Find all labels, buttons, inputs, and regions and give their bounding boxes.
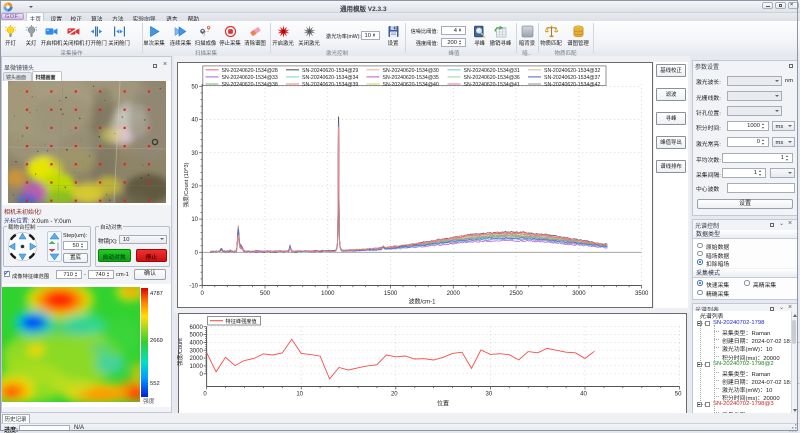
svg-text:SN-20240620-1534@38: SN-20240620-1534@38 — [222, 82, 278, 88]
svg-text:SN-20240620-1534@36: SN-20240620-1534@36 — [464, 75, 520, 81]
svg-text:40: 40 — [580, 392, 587, 398]
svg-text:500: 500 — [260, 291, 271, 297]
svg-text:1500: 1500 — [384, 291, 398, 297]
svg-text:50: 50 — [191, 84, 198, 90]
svg-text:SN-20240620-1534@28: SN-20240620-1534@28 — [222, 68, 278, 74]
svg-text:SN-20240620-1534@42: SN-20240620-1534@42 — [544, 82, 600, 88]
svg-text:0: 0 — [199, 372, 203, 378]
svg-text:50: 50 — [675, 392, 682, 398]
svg-text:3000: 3000 — [572, 291, 586, 297]
svg-text:10: 10 — [296, 392, 303, 398]
svg-text:10: 10 — [191, 217, 198, 223]
svg-text:1000: 1000 — [321, 291, 335, 297]
svg-text:3000: 3000 — [189, 348, 203, 354]
svg-text:4000: 4000 — [189, 341, 203, 347]
svg-text:SN-20240620-1534@31: SN-20240620-1534@31 — [464, 68, 520, 74]
svg-text:20: 20 — [191, 184, 198, 190]
svg-text:SN-20240620-1534@29: SN-20240620-1534@29 — [302, 68, 358, 74]
svg-text:强度/Count: 强度/Count — [176, 338, 184, 366]
svg-text:SN-20240620-1534@32: SN-20240620-1534@32 — [544, 68, 600, 74]
svg-text:SN-20240620-1534@39: SN-20240620-1534@39 — [302, 82, 358, 88]
svg-text:2000: 2000 — [447, 291, 461, 297]
svg-text:5000: 5000 — [189, 333, 203, 339]
svg-text:SN-20240620-1534@33: SN-20240620-1534@33 — [222, 75, 278, 81]
svg-text:SN-20240620-1534@40: SN-20240620-1534@40 — [383, 82, 439, 88]
svg-text:-10: -10 — [189, 284, 198, 290]
svg-text:SN-20240620-1534@37: SN-20240620-1534@37 — [544, 75, 600, 81]
svg-text:SN-20240620-1534@41: SN-20240620-1534@41 — [464, 82, 520, 88]
svg-text:3500: 3500 — [635, 291, 649, 297]
svg-text:0: 0 — [195, 250, 199, 256]
svg-text:SN-20240620-1534@30: SN-20240620-1534@30 — [383, 68, 439, 74]
svg-text:40: 40 — [191, 118, 198, 124]
svg-text:6000: 6000 — [189, 325, 203, 331]
svg-text:30: 30 — [486, 392, 493, 398]
svg-text:0: 0 — [201, 291, 205, 297]
svg-text:30: 30 — [191, 151, 198, 157]
svg-text:位置: 位置 — [437, 400, 449, 408]
svg-text:波数/cm-1: 波数/cm-1 — [408, 298, 436, 306]
svg-text:强度/Count (10^3): 强度/Count (10^3) — [182, 162, 190, 207]
svg-text:SN-20240620-1534@34: SN-20240620-1534@34 — [302, 75, 358, 81]
svg-text:2000: 2000 — [189, 356, 203, 362]
svg-text:0: 0 — [203, 392, 207, 398]
svg-text:2500: 2500 — [509, 291, 523, 297]
svg-text:特征峰强度值: 特征峰强度值 — [226, 317, 257, 325]
svg-text:20: 20 — [391, 392, 398, 398]
svg-text:1000: 1000 — [189, 364, 203, 370]
svg-text:SN-20240620-1534@35: SN-20240620-1534@35 — [383, 75, 439, 81]
